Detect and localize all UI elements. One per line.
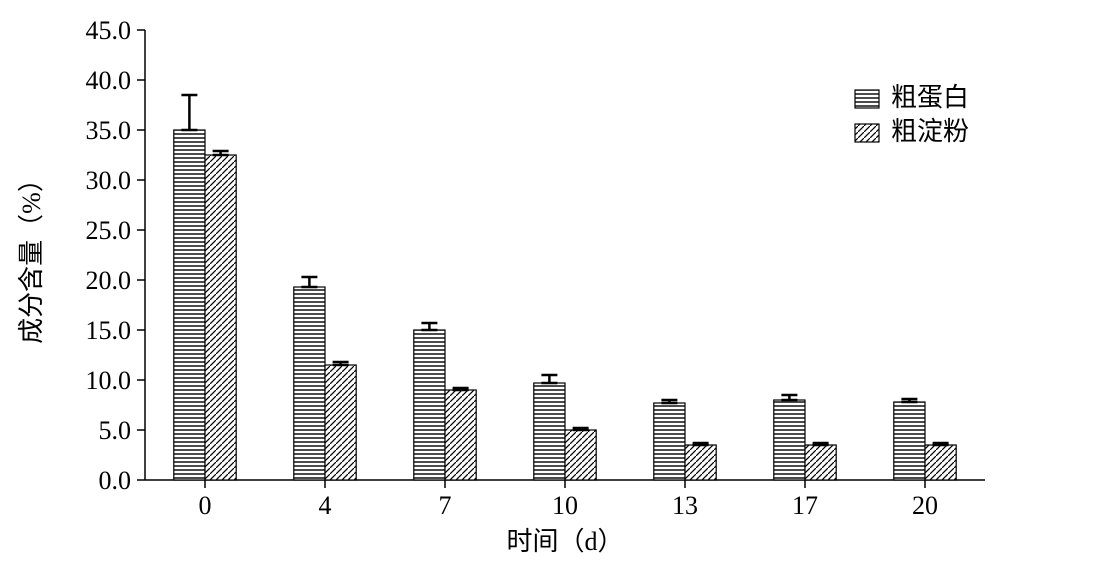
y-axis-title: 成分含量（%）: [17, 166, 46, 344]
legend-swatch: [855, 124, 879, 142]
x-tick-label: 7: [439, 491, 452, 520]
y-tick-label: 35.0: [86, 116, 132, 145]
bar-crude-starch: [925, 445, 956, 480]
bar-crude-protein: [534, 383, 565, 480]
y-tick-label: 40.0: [86, 66, 132, 95]
x-axis-title: 时间（d）: [506, 527, 623, 556]
bar-crude-starch: [445, 390, 476, 480]
y-tick-label: 10.0: [86, 366, 132, 395]
bar-crude-starch: [805, 445, 836, 480]
bar-crude-protein: [294, 287, 325, 480]
legend-swatch: [855, 90, 879, 108]
bar-crude-protein: [414, 330, 445, 480]
y-tick-label: 5.0: [99, 416, 132, 445]
bar-crude-protein: [174, 130, 205, 480]
y-tick-label: 30.0: [86, 166, 132, 195]
bar-crude-starch: [685, 445, 716, 480]
x-tick-label: 17: [792, 491, 818, 520]
y-tick-label: 20.0: [86, 266, 132, 295]
bar-crude-starch: [205, 155, 236, 480]
legend-label: 粗蛋白: [891, 83, 969, 112]
y-tick-label: 0.0: [99, 466, 132, 495]
chart-container: 0.0 5.0 10.0 15.0 20.0 25.0 30.0 35.0 40.0 45.0 成分…: [0, 0, 1111, 583]
bar-crude-starch: [325, 365, 356, 480]
x-tick-label: 4: [319, 491, 332, 520]
y-tick-label: 45.0: [86, 16, 132, 45]
bar-crude-protein: [774, 400, 805, 480]
x-tick-label: 20: [912, 491, 938, 520]
bar-crude-protein: [654, 403, 685, 480]
x-tick-label: 10: [552, 491, 578, 520]
y-tick-label: 15.0: [86, 316, 132, 345]
legend-label: 粗淀粉: [891, 117, 969, 146]
y-tick-label: 25.0: [86, 216, 132, 245]
x-tick-label: 13: [672, 491, 698, 520]
bar-crude-protein: [894, 402, 925, 480]
x-tick-label: 0: [199, 491, 212, 520]
bar-crude-starch: [565, 430, 596, 480]
bar-chart: 0.0 5.0 10.0 15.0 20.0 25.0 30.0 35.0 40.0 45.0 成分…: [0, 0, 1111, 583]
